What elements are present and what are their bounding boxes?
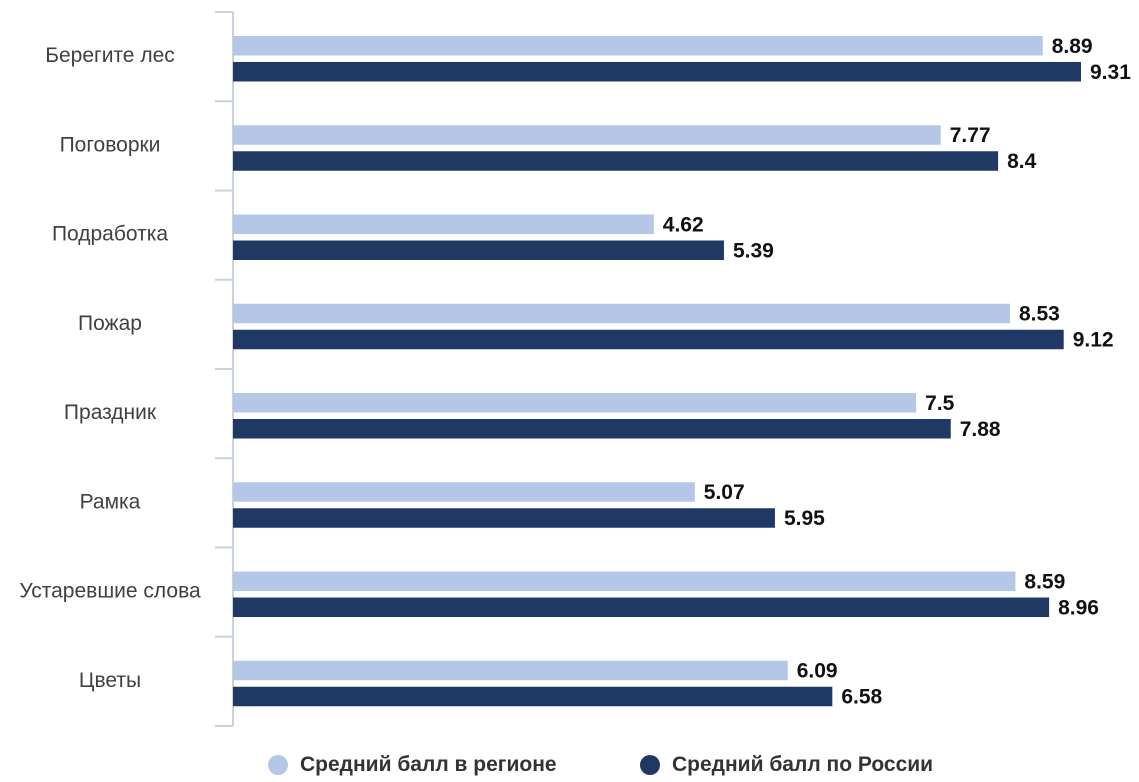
category-label: Подработка: [52, 223, 168, 246]
bar-russia: [233, 151, 999, 171]
legend-label-russia: Средний балл по России: [672, 753, 934, 776]
data-label: 8.96: [1058, 596, 1099, 619]
bar-region: [233, 214, 654, 234]
data-label: 7.77: [950, 124, 991, 147]
bar-russia: [233, 419, 951, 439]
data-label: 5.07: [704, 481, 745, 504]
bar-russia: [233, 508, 775, 528]
data-label: 5.95: [784, 507, 825, 530]
category-label: Берегите лес: [45, 44, 175, 67]
legend: Средний балл в регионе Средний балл по Р…: [0, 748, 1139, 782]
category-axis: [215, 11, 234, 727]
bar-region: [233, 660, 788, 681]
data-label: 8.4: [1007, 150, 1037, 173]
data-label: 8.89: [1052, 35, 1093, 58]
category-label: Цветы: [79, 669, 141, 692]
category-label: Рамка: [80, 490, 141, 513]
bar-region: [233, 303, 1010, 324]
category-label: Устаревшие слова: [19, 580, 201, 603]
data-label: 5.39: [733, 239, 774, 262]
value-labels: 8.89 9.31 7.77 8.4 4.62 5.39 8.53 9.12 7.57.88 5.…: [663, 35, 1131, 709]
bar-region: [233, 482, 695, 502]
category-labels: Берегите лес Поговорки Подработка Пожар Праз…: [19, 44, 201, 692]
data-label: 6.58: [841, 686, 882, 709]
legend-label-region: Средний балл в регионе: [300, 753, 557, 776]
data-label: 7.88: [960, 418, 1001, 441]
category-label: Праздник: [64, 401, 157, 424]
bar-region: [233, 393, 917, 413]
legend-item-region: Средний балл в регионе: [268, 748, 557, 782]
bars: [233, 36, 1081, 707]
data-label: 8.53: [1019, 303, 1060, 326]
category-label: Поговорки: [60, 133, 161, 156]
data-label: 9.12: [1073, 329, 1114, 352]
data-label: 6.09: [797, 660, 838, 683]
category-label: Пожар: [78, 312, 142, 335]
bar-russia: [233, 240, 724, 260]
data-label: 4.62: [663, 213, 704, 236]
legend-marker-russia: [640, 755, 660, 775]
data-label: 9.31: [1090, 61, 1131, 84]
bar-region: [233, 125, 941, 145]
data-label: 7.5: [925, 392, 955, 415]
bar-russia: [233, 597, 1050, 617]
bar-russia: [233, 329, 1064, 350]
data-label: 8.59: [1024, 570, 1065, 593]
bar-russia: [233, 686, 833, 707]
bar-region: [233, 571, 1016, 591]
bar-region: [233, 36, 1043, 56]
legend-item-russia: Средний балл по России: [640, 748, 933, 782]
legend-marker-region: [268, 755, 288, 775]
bar-russia: [233, 62, 1081, 82]
